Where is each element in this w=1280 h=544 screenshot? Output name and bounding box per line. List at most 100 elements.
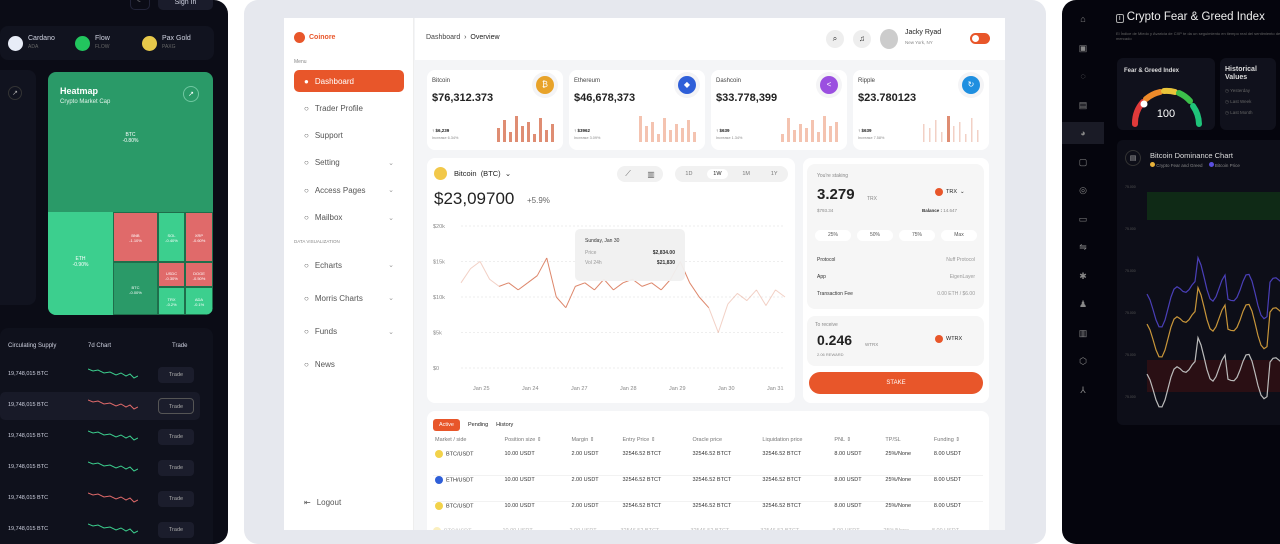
- network-icon[interactable]: ⅄: [1080, 384, 1086, 395]
- stat-card-dashcoin[interactable]: Dashcoin $33.778,399 < ↑ $639 Increase 1.34%: [711, 70, 847, 150]
- breadcrumb-overview: Overview: [470, 34, 500, 41]
- mini-chart: [639, 116, 696, 142]
- heatmap-tile[interactable]: BNB -1.10%: [113, 212, 158, 262]
- column-header[interactable]: PNL ⇕: [834, 437, 852, 443]
- percent-button[interactable]: 75%: [899, 230, 935, 241]
- percent-button[interactable]: 50%: [857, 230, 893, 241]
- coin-price: $33.778,399: [716, 92, 778, 104]
- logout-button[interactable]: ⇤ Logout: [294, 491, 404, 513]
- sidebar-item-access-pages[interactable]: ○ Access Pages ⌄: [294, 179, 404, 201]
- sidebar-item-funds[interactable]: ○ Funds ⌄: [294, 321, 404, 343]
- star-icon[interactable]: ✱: [1079, 270, 1087, 281]
- sidebar-item-echarts[interactable]: ○ Echarts ⌄: [294, 254, 404, 276]
- theme-toggle-button[interactable]: ☾: [130, 0, 150, 10]
- historical-item[interactable]: ◷ Last Week: [1225, 99, 1252, 104]
- stat-card-bitcoin[interactable]: Bitcoin $76,312.373 ₿ ↑ $6,239 Increase 6.34…: [427, 70, 563, 150]
- breadcrumb-dashboard[interactable]: Dashboard: [426, 34, 461, 41]
- box-icon[interactable]: ⬡: [1079, 356, 1087, 366]
- column-header[interactable]: Funding ⇕: [933, 437, 960, 443]
- token-selector[interactable]: TRX ⌄: [935, 188, 965, 196]
- wallet-icon[interactable]: ▤: [1078, 99, 1088, 110]
- stat-card-ripple[interactable]: Ripple $23.780123 ↻ ↑ $639 Increase 7.58%: [853, 70, 989, 150]
- historical-item[interactable]: ◷ Last Month: [1225, 110, 1253, 115]
- column-header[interactable]: Entry Price ⇕: [622, 437, 656, 443]
- column-header[interactable]: Position size ⇕: [504, 437, 542, 443]
- user-icon[interactable]: ♟: [1078, 299, 1088, 309]
- range-1W[interactable]: 1W: [707, 169, 728, 179]
- sign-in-button[interactable]: Sign In: [158, 0, 213, 10]
- stake-button[interactable]: STAKE: [809, 372, 983, 394]
- home-icon[interactable]: ⌂: [1080, 14, 1086, 24]
- table-row[interactable]: BTC/USDT 10.00 USDT 2.00 USDT 32546.52 BTCT…: [433, 450, 983, 476]
- search-button[interactable]: ⌕: [826, 30, 844, 48]
- table-row[interactable]: ETH/USDT 10.00 USDT 2.00 USDT 32546.52 BTCT…: [433, 475, 983, 502]
- sidebar-item-dashboard[interactable]: ● Dashboard: [294, 70, 404, 92]
- card-icon[interactable]: ▭: [1078, 213, 1088, 224]
- heatmap-tile[interactable]: ADA -0.1%: [185, 287, 213, 315]
- coin-selector[interactable]: Bitcoin (BTC) ⌄: [454, 169, 512, 178]
- tab-pending[interactable]: Pending: [467, 422, 489, 428]
- range-1Y[interactable]: 1Y: [770, 171, 778, 177]
- trade-button[interactable]: Trade: [158, 367, 194, 383]
- column-header[interactable]: Market / side: [435, 437, 467, 443]
- trade-button[interactable]: Trade: [158, 522, 194, 538]
- heatmap-tile[interactable]: BTC -0.00%: [113, 262, 158, 315]
- table-row[interactable]: BTC/USDT 10.00 USDT 2.00 USDT 32546.52 BTCT…: [433, 502, 983, 528]
- historical-label: Yesterday: [1230, 88, 1250, 93]
- column-header[interactable]: TP/SL: [885, 437, 901, 443]
- legend-item[interactable]: Crypto Fear and Greed: [1150, 162, 1203, 168]
- trade-button[interactable]: Trade: [158, 429, 194, 445]
- range-1D[interactable]: 1D: [685, 171, 693, 177]
- bar-chart-icon[interactable]: ▥: [647, 169, 655, 179]
- percent-button[interactable]: Max: [941, 230, 977, 241]
- heatmap-tile[interactable]: DOGE -0.50%: [185, 262, 213, 287]
- heatmap-tile-eth[interactable]: ETH -0.90%: [48, 212, 113, 315]
- sidebar-item-setting[interactable]: ○ Setting ⌄: [294, 152, 404, 174]
- sidebar-item-news[interactable]: ○ News: [294, 354, 404, 376]
- trade-button[interactable]: Trade: [158, 491, 194, 507]
- avatar[interactable]: [880, 29, 898, 49]
- table-row[interactable]: BTC/USDT 10.00 USDT 2.00 USDT 32546.52 BTCT…: [433, 527, 983, 530]
- trade-button[interactable]: Trade: [158, 460, 194, 476]
- chart-pie-icon[interactable]: ◕: [1062, 122, 1104, 144]
- calendar-icon[interactable]: ▣: [1078, 42, 1088, 53]
- swap-icon[interactable]: ⇋: [1079, 242, 1087, 252]
- heatmap-tile[interactable]: USDC -0.30%: [158, 262, 185, 287]
- coin-chip[interactable]: Pax Gold PAXG: [142, 35, 191, 51]
- sidebar-item-trader-profile[interactable]: ○ Trader Profile: [294, 97, 404, 119]
- briefcase-icon[interactable]: ▢: [1078, 156, 1088, 167]
- sidebar-item-mailbox[interactable]: ○ Mailbox ⌄: [294, 207, 404, 229]
- heatmap-tile[interactable]: TRX -0.2%: [158, 287, 185, 315]
- percent-button[interactable]: 25%: [815, 230, 851, 241]
- bell-icon[interactable]: ◌: [1080, 71, 1086, 81]
- coin-chip[interactable]: Cardano ADA: [8, 35, 55, 51]
- line-chart-icon[interactable]: ⟋: [625, 169, 631, 178]
- data-visualization-label: DATA VISUALIZATION: [294, 239, 340, 244]
- heatmap-tile[interactable]: XRP -0.60%: [185, 212, 213, 262]
- theme-toggle[interactable]: [970, 33, 990, 44]
- tab-history[interactable]: History: [496, 422, 514, 428]
- bars-icon[interactable]: ▥: [1078, 327, 1088, 338]
- staking-amount[interactable]: 3.279: [817, 186, 855, 203]
- column-header[interactable]: Margin ⇕: [571, 437, 595, 443]
- trend-icon[interactable]: ◎: [1079, 185, 1087, 195]
- coin-chip[interactable]: Flow FLOW: [75, 35, 110, 51]
- historical-item[interactable]: ◷ Yesterday: [1225, 88, 1250, 93]
- heatmap-tile[interactable]: SOL -0.40%: [158, 212, 185, 262]
- trade-button[interactable]: Trade: [158, 398, 194, 414]
- stat-card-ethereum[interactable]: Ethereum $46,678,373 ◆ ↑ $3962 Increase 3.09…: [569, 70, 705, 150]
- column-header[interactable]: Liquidation price: [762, 437, 803, 443]
- brand-logo[interactable]: Coinore: [294, 32, 335, 43]
- heatmap-tile-btc[interactable]: BTC -0.80%: [48, 132, 213, 144]
- line-segment: [470, 261, 481, 270]
- increase-note: Increase 1.34%: [716, 136, 743, 140]
- range-1M[interactable]: 1M: [742, 171, 750, 177]
- sidebar-item-support[interactable]: ○ Support: [294, 125, 404, 147]
- sidebar-item-morris-charts[interactable]: ○ Morris Charts ⌄: [294, 287, 404, 309]
- expand-icon[interactable]: ↗: [183, 86, 199, 102]
- legend-item[interactable]: Bitcoin Price: [1208, 162, 1240, 168]
- column-header[interactable]: Oracle price: [692, 437, 723, 443]
- tab-active[interactable]: Active: [433, 419, 460, 431]
- expand-icon[interactable]: ↗: [8, 86, 22, 100]
- notification-button[interactable]: ♫: [853, 30, 871, 48]
